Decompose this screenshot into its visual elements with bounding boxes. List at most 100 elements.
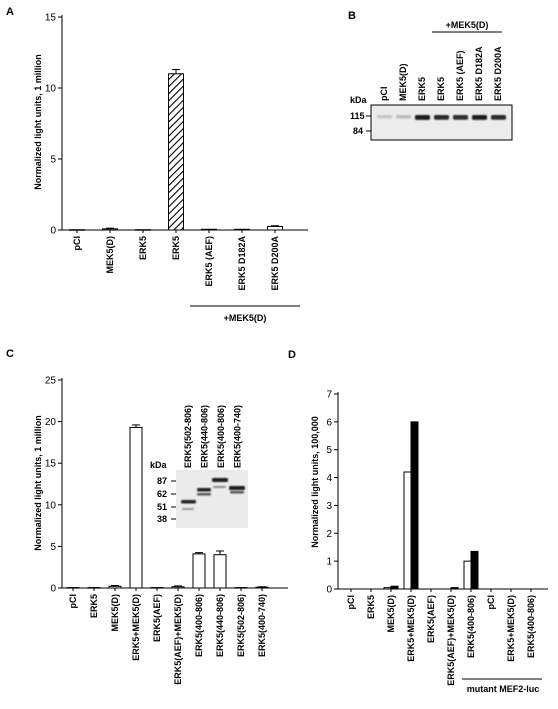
- blot-c-marker-38: 38: [157, 514, 167, 524]
- chart-c-category-label: ERK5(400-806): [194, 594, 204, 657]
- chart-d-bar: [410, 421, 419, 590]
- blot-b-lane-label: ERK5 D182A: [474, 46, 484, 101]
- chart-a-ytick-label: 10: [45, 84, 57, 95]
- chart-a-ytick-label: 5: [50, 155, 56, 166]
- chart-a-bar: [168, 73, 184, 231]
- chart-d: 0 1 2 3 4 5 6 7 pCI ERK5 MEK5(D) ERK5+MEK5(D) ERK5(A…: [326, 390, 548, 686]
- chart-d-ylabel: Normalized light units, 100,000: [310, 416, 320, 548]
- chart-a-ytick-label: 15: [45, 13, 57, 24]
- chart-d-category-label: MEK5(D): [386, 595, 396, 633]
- chart-d-category-label: pCI: [346, 595, 356, 610]
- blot-c-marker-62: 62: [157, 489, 167, 499]
- chart-c-category-label: ERK5(AEF)+MEK5(D): [173, 594, 183, 685]
- chart-c-category-label: ERK5+MEK5(D): [131, 594, 141, 661]
- blot-c-band-400-faint: [213, 486, 226, 488]
- chart-c-ytick-label: 5: [50, 542, 56, 553]
- chart-c-ytick-label: 0: [50, 584, 56, 595]
- chart-d-ytick-label: 1: [326, 557, 332, 568]
- blot-c-inset: ERK5(502-806) ERK5(440-806) ERK5(400-806) E…: [150, 405, 248, 528]
- chart-d-bar: [463, 560, 472, 590]
- blot-b-marker-84: 84: [353, 126, 363, 136]
- blot-c-band-440: [197, 488, 211, 492]
- chart-d-category-label: ERK5(AEF)+MEK5(D): [446, 595, 456, 686]
- chart-a-category-label: ERK5 D200A: [270, 236, 280, 291]
- chart-c-category-label: ERK5(400-740): [257, 594, 267, 657]
- chart-c-ylabel: Normalized light units, 1 million: [33, 415, 43, 551]
- chart-a-category-label: pCI: [72, 236, 82, 251]
- blot-c-lane-label: ERK5(400-806): [216, 405, 226, 468]
- chart-c-bar: [255, 586, 269, 589]
- chart-d-category-label: ERK5(AEF): [426, 595, 436, 643]
- chart-c-bar: [150, 587, 164, 589]
- blot-b-lane-label: MEK5(D): [398, 63, 408, 101]
- chart-d-category-label: ERK5(400-806): [466, 595, 476, 658]
- blot-b-marker-115: 115: [350, 111, 365, 121]
- chart-c-bar: [213, 554, 227, 589]
- chart-a-ytick-label: 0: [50, 226, 56, 237]
- chart-d-ytick-label: 7: [326, 390, 332, 401]
- chart-c-bar: [87, 587, 101, 589]
- chart-c-category-label: ERK5: [89, 594, 99, 618]
- chart-c-bar: [108, 585, 122, 589]
- chart-a: 0 5 10 15 pCI MEK5(D) ERK5 ERK5 ERK5 (AEF) ERK5 D…: [45, 13, 308, 291]
- chart-c-bar: [234, 587, 248, 589]
- chart-a-bar: [234, 228, 250, 231]
- blot-c-band-400-740: [229, 486, 245, 490]
- chart-c: 0 5 10 15 20 25 pCI ERK5 MEK5(D) ERK5+MEK5(D) ERK5…: [45, 376, 288, 685]
- chart-d-bar: [450, 587, 459, 590]
- chart-d-ytick-label: 4: [326, 473, 332, 484]
- chart-a-ylabel: Normalized light units, 1 million: [33, 54, 43, 190]
- chart-c-bar: [129, 426, 143, 589]
- chart-c-category-label: ERK5(AEF): [152, 594, 162, 642]
- chart-d-bar: [383, 587, 392, 590]
- blot-b-band: [415, 115, 430, 120]
- chart-d-category-label: ERK5+MEK5(D): [506, 595, 516, 662]
- chart-c-category-label: MEK5(D): [110, 594, 120, 632]
- chart-d-ytick-label: 3: [326, 501, 332, 512]
- blot-b-membrane: [370, 104, 513, 141]
- blot-c-marker-87: 87: [157, 476, 167, 486]
- blot-b-lane-label: ERK5 D200A: [493, 46, 503, 101]
- blot-c-kda-label: kDa: [150, 460, 168, 470]
- chart-d-ytick-label: 5: [326, 445, 332, 456]
- blot-c-lane-label: ERK5(400-740): [233, 405, 243, 468]
- chart-c-ytick-label: 25: [45, 376, 57, 387]
- blot-b-band: [434, 115, 449, 120]
- chart-c-ytick-label: 15: [45, 459, 57, 470]
- chart-d-group-label: mutant MEF2-luc: [467, 684, 540, 694]
- blot-b-lane-labels: pCI MEK5(D) ERK5 ERK5 ERK5 (AEF) ERK5 D182A ER…: [379, 46, 503, 101]
- blot-b-lane-label: pCI: [379, 87, 389, 102]
- blot-c-lane-label: ERK5(502-806): [183, 405, 193, 468]
- chart-a-bar: [135, 229, 151, 231]
- chart-c-category-label: pCI: [68, 594, 78, 609]
- chart-c-ytick-label: 10: [45, 500, 57, 511]
- blot-c-marker-51: 51: [157, 502, 167, 512]
- blot-c-band-400: [212, 478, 228, 482]
- blot-c-band-502: [181, 500, 196, 504]
- blot-b-band: [453, 115, 468, 120]
- chart-a-category-label: MEK5(D): [105, 236, 115, 274]
- chart-a-category-label: ERK5 D182A: [237, 236, 247, 291]
- chart-d-ytick-label: 6: [326, 417, 332, 428]
- blot-b-kda-label: kDa: [350, 95, 368, 105]
- chart-c-bar: [192, 553, 206, 589]
- blot-b-band: [472, 115, 487, 120]
- blot-b-lane-label: ERK5: [417, 77, 427, 101]
- blot-c-bands: [181, 478, 245, 510]
- chart-d-ytick-label: 2: [326, 529, 332, 540]
- blot-b-band: [396, 115, 411, 119]
- chart-d-category-label: pCI: [486, 595, 496, 610]
- blot-b-lane-label: ERK5: [436, 77, 446, 101]
- chart-a-category-label: ERK5: [171, 236, 181, 260]
- blot-b-bands: [377, 115, 506, 120]
- chart-d-bar: [390, 585, 399, 590]
- blot-b-lane-label: ERK5 (AEF): [455, 50, 465, 101]
- blot-b-group-label: +MEK5(D): [446, 20, 489, 30]
- blot-c-band-440-b: [197, 493, 211, 496]
- panel-letter-c: C: [6, 348, 14, 360]
- blot-b: +MEK5(D) pCI MEK5(D) ERK5 ERK5 ERK5 (AEF) ERK…: [350, 20, 513, 141]
- blot-b-band: [491, 115, 506, 120]
- chart-a-category-label: ERK5: [138, 236, 148, 260]
- panel-letter-b: B: [348, 10, 356, 22]
